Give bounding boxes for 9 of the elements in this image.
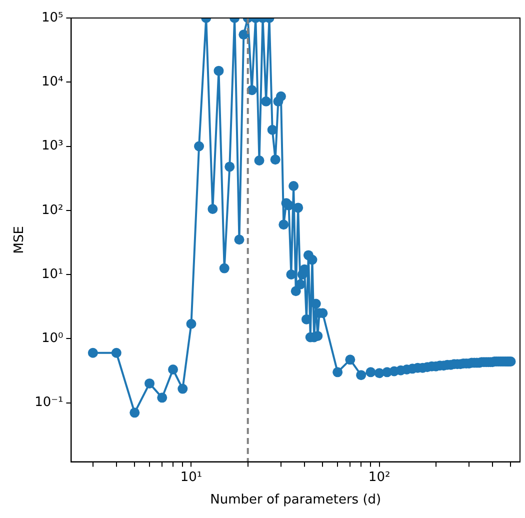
x-axis-title: Number of parameters (d) [210, 492, 382, 508]
y-tick-label: 10² [41, 202, 64, 218]
y-tick-label: 10⁻¹ [34, 395, 64, 410]
y-tick-label: 10³ [41, 138, 64, 154]
y-tick-label: 10⁴ [41, 74, 64, 90]
y-tick-label: 10¹ [41, 266, 64, 282]
y-axis-title: MSE [12, 226, 28, 254]
y-tick-label: 10⁵ [41, 10, 64, 26]
y-tick-label: 10⁰ [41, 331, 64, 346]
